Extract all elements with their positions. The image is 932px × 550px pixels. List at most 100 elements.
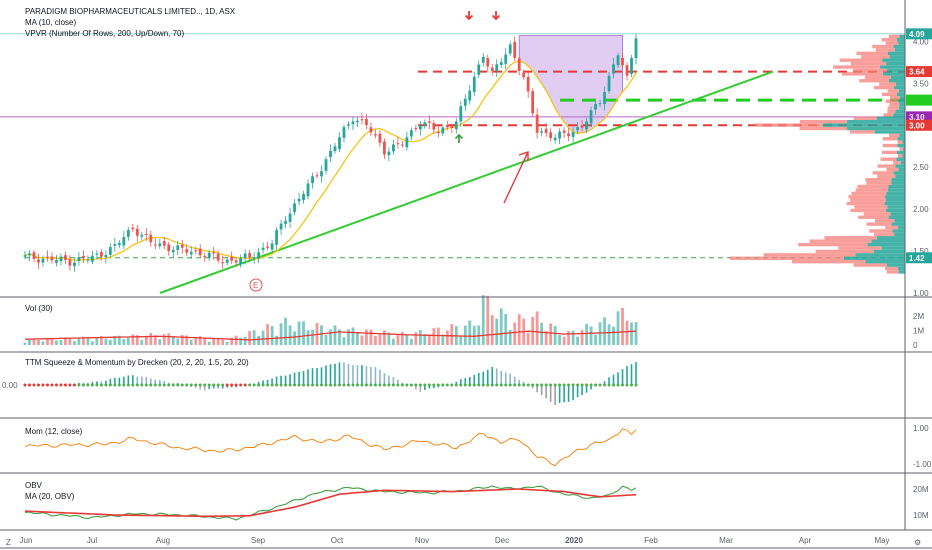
volume-pane[interactable] (23, 295, 638, 345)
candle-64 (311, 176, 314, 184)
ttm-squeeze-pane[interactable] (23, 362, 638, 405)
vp-row-up-13 (898, 225, 905, 230)
vp-row-down-7 (838, 246, 882, 250)
squeeze-dot-49 (243, 383, 247, 387)
squeeze-dot-63 (306, 383, 310, 387)
x-tick-5: Nov (415, 536, 429, 545)
volume-bar-133 (621, 307, 624, 345)
volume-bar-135 (630, 322, 633, 345)
squeeze-dot-130 (607, 383, 611, 387)
volume-bar-4 (41, 341, 45, 345)
candle-134 (625, 65, 629, 76)
candle-88 (418, 125, 422, 130)
ttm-bar-120 (563, 385, 565, 403)
ttm-bar-83 (397, 379, 399, 385)
ttm-bar-55 (271, 378, 273, 385)
volume-bar-87 (414, 332, 418, 345)
volume-ma-line (24, 330, 637, 341)
vp-row-up-19 (887, 205, 905, 209)
candle-109 (513, 41, 517, 58)
price-pane[interactable] (0, 11, 905, 294)
candle-56 (275, 230, 278, 245)
vp-row-down-37 (882, 143, 898, 148)
volume-bar-33 (171, 337, 175, 345)
volume-bar-117 (549, 323, 553, 345)
vp-row-down-2 (853, 263, 887, 267)
squeeze-dot-28 (149, 383, 153, 387)
ttm-bar-69 (334, 363, 336, 385)
vp-row-down-25 (857, 184, 889, 189)
down-arrow-icon-1 (464, 11, 474, 21)
squeeze-dot-13 (81, 383, 85, 387)
vp-row-down-61 (850, 61, 887, 66)
vp-row-down-33 (880, 157, 897, 161)
squeeze-dot-15 (90, 383, 94, 387)
earnings-marker-label: E (253, 281, 258, 290)
vp-row-down-20 (846, 201, 885, 206)
volume-bar-69 (333, 325, 337, 345)
volume-bar-12 (77, 338, 81, 345)
volume-bar-20 (113, 336, 117, 345)
vp-row-down-36 (899, 147, 904, 151)
volume-bar-75 (360, 335, 364, 345)
ttm-bar-26 (141, 376, 143, 385)
candle-22 (122, 237, 126, 246)
volume-bar-47 (234, 335, 238, 345)
vp-row-up-63 (889, 55, 905, 59)
candle-15 (90, 255, 94, 262)
squeeze-dot-34 (176, 383, 180, 387)
ttm-bar-108 (509, 373, 512, 385)
ttm-bar-19 (109, 378, 112, 385)
vp-row-up-57 (891, 75, 905, 79)
squeeze-dot-55 (270, 383, 274, 387)
ttm-bar-129 (603, 381, 606, 385)
settings-gear-icon[interactable]: ⚙ (914, 538, 921, 547)
candle-106 (499, 62, 503, 65)
vp-row-up-7 (881, 246, 905, 250)
volume-bar-127 (594, 334, 597, 345)
candle-87 (414, 128, 418, 130)
candle-58 (284, 220, 287, 224)
squeeze-dot-12 (77, 383, 81, 387)
volume-bar-1 (28, 339, 31, 345)
obv-pane[interactable] (24, 485, 637, 521)
squeeze-dot-81 (387, 383, 391, 387)
candle-42 (212, 252, 216, 254)
squeeze-dot-134 (625, 383, 629, 387)
ttm-bar-54 (266, 379, 269, 385)
volume-bar-32 (167, 333, 171, 345)
vp-row-up-45 (876, 116, 905, 120)
vp-row-down-57 (865, 75, 892, 79)
vp-row-up-41 (874, 130, 905, 134)
ttm-bar-100 (473, 374, 476, 385)
zoom-icon[interactable]: Z (6, 538, 11, 547)
vp-row-down-0 (886, 270, 899, 274)
vp-row-down-66 (872, 44, 894, 49)
vp-row-down-28 (877, 174, 896, 179)
squeeze-dot-3 (36, 383, 40, 387)
momentum-pane[interactable] (24, 428, 637, 467)
squeeze-dot-80 (382, 383, 386, 387)
squeeze-dot-110 (517, 383, 521, 387)
volume-bar-108 (508, 329, 512, 345)
volume-bar-77 (369, 329, 373, 345)
ttm-tick-0: 0.00 (2, 381, 18, 390)
volume-bar-10 (68, 337, 72, 345)
squeeze-dot-123 (576, 383, 580, 387)
volume-bar-14 (86, 338, 90, 345)
volume-bar-92 (436, 327, 440, 345)
volume-bar-79 (378, 334, 382, 345)
volume-bar-114 (535, 311, 539, 345)
volume-bar-76 (365, 329, 368, 345)
earnings-marker-icon[interactable] (249, 278, 263, 292)
ttm-bar-110 (518, 379, 520, 385)
volume-bar-37 (189, 339, 193, 345)
candle-66 (320, 171, 323, 177)
squeeze-dot-32 (167, 383, 171, 387)
vp-row-up-23 (886, 191, 905, 196)
squeeze-dot-78 (373, 383, 377, 387)
volume-bar-85 (405, 335, 409, 345)
candle-110 (517, 58, 521, 71)
squeeze-dot-54 (266, 383, 270, 387)
x-tick-3: Sep (251, 536, 266, 545)
